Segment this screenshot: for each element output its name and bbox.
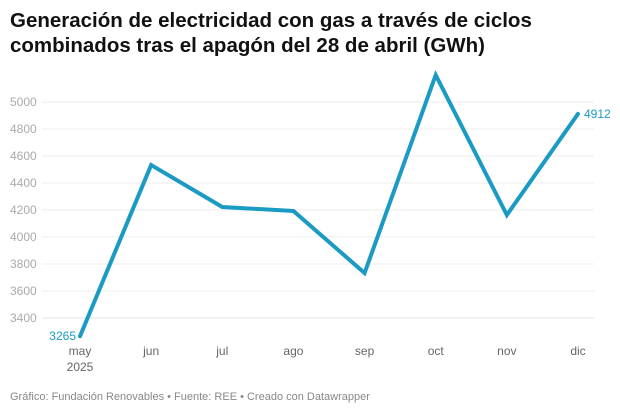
x-tick-label: oct — [428, 344, 445, 358]
y-tick-label: 4200 — [10, 203, 37, 217]
y-tick-label: 5000 — [10, 95, 37, 109]
data-line — [78, 69, 580, 339]
chart-title: Generación de electricidad con gas a tra… — [10, 9, 532, 57]
y-tick-label: 4000 — [10, 230, 37, 244]
y-tick-label: 4800 — [10, 122, 37, 136]
y-tick-label: 4400 — [10, 176, 37, 190]
x-tick-label: ago — [283, 344, 303, 358]
y-tick-label: 3400 — [10, 311, 37, 325]
data-label: 4912 — [584, 107, 611, 121]
x-tick-label: jun — [142, 344, 159, 358]
data-label: 3265 — [49, 329, 76, 343]
chart-footer: Gráfico: Fundación Renovables • Fuente: … — [10, 391, 370, 403]
x-tick-label: nov — [497, 344, 516, 358]
x-tick-label: may — [69, 344, 92, 358]
x-tick-label: jul — [215, 344, 228, 358]
x-tick-label: dic — [570, 344, 585, 358]
y-tick-label: 3800 — [10, 257, 37, 271]
y-tick-label: 3600 — [10, 284, 37, 298]
x-tick-label: sep — [355, 344, 375, 358]
x-tick-sublabel: 2025 — [67, 360, 94, 374]
y-tick-label: 4600 — [10, 149, 37, 163]
